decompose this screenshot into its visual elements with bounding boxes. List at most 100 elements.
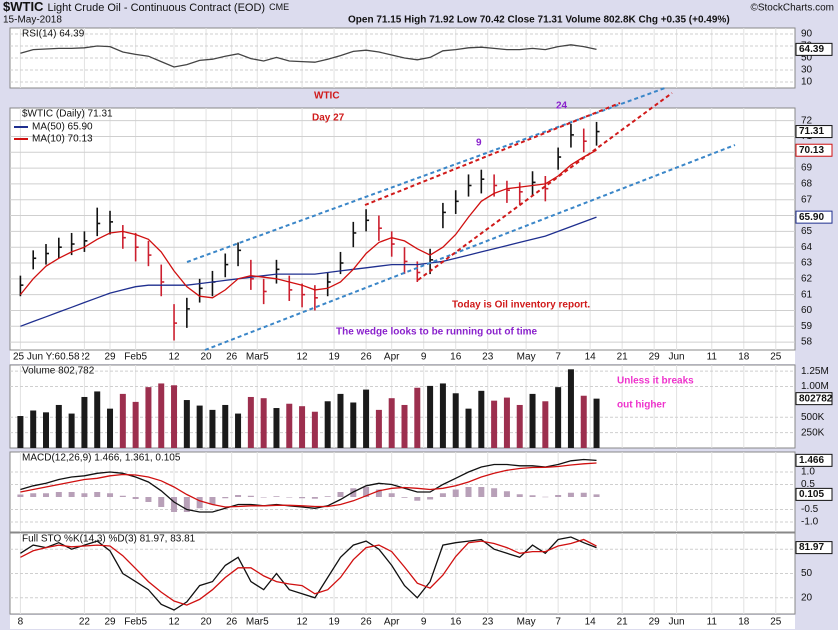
value-box (795, 143, 833, 157)
legend-entry: MA(10) 70.13 (32, 134, 93, 145)
x-tick-label: 23 (482, 352, 494, 363)
histogram-bar (81, 493, 88, 497)
value-box-label: 0.105 (799, 489, 824, 500)
y-tick-label: 63 (801, 258, 813, 269)
volume-bar (158, 383, 165, 448)
x-tick-label: 7 (555, 352, 561, 363)
volume-bar (222, 404, 229, 448)
x-tick-label: 12 (168, 617, 180, 628)
y-tick-label: 20 (801, 592, 813, 603)
volume-bar (247, 396, 254, 448)
histogram-bar (158, 497, 165, 507)
x-tick-label: 22 (79, 617, 91, 628)
histogram-bar (43, 493, 50, 497)
value-box (795, 392, 833, 406)
y-tick-label: 10 (801, 77, 813, 88)
annotation: Today is Oil inventory report. (452, 300, 590, 311)
volume-bar (491, 400, 498, 448)
histogram-bar (414, 497, 421, 501)
wedge-lower (417, 92, 673, 281)
credit: ©StockCharts.com (750, 3, 834, 14)
histogram-bar (17, 494, 24, 497)
value-box-label: 70.13 (799, 145, 824, 156)
x-tick-label: Mar5 (246, 617, 269, 628)
x-tick-label: 20 (200, 617, 212, 628)
histogram-bar (286, 497, 293, 498)
annotation: 24 (556, 101, 568, 112)
volume-bar (465, 408, 472, 448)
volume-bar (119, 393, 126, 448)
x-tick-label: Apr (384, 617, 400, 628)
histogram-bar (68, 492, 75, 497)
x-tick-label: 23 (482, 617, 494, 628)
x-tick-label: 11 (707, 352, 718, 363)
histogram-bar (183, 497, 190, 512)
volume-bar (68, 413, 75, 448)
volume-bar (542, 401, 549, 448)
volume-bar (55, 404, 62, 448)
y-tick-label: 62 (801, 273, 813, 284)
histogram-bar (555, 495, 562, 497)
trendlines (186, 87, 736, 351)
value-box (795, 453, 833, 467)
histogram-bar (439, 493, 446, 497)
volume-bar (273, 408, 280, 448)
quote: Open 71.15 High 71.92 Low 70.42 Close 71… (348, 15, 730, 26)
y-tick-label: 1.25M (801, 366, 829, 377)
x-tick-label: 19 (329, 352, 341, 363)
volume-bar (94, 391, 101, 448)
volume-bar (132, 401, 139, 448)
x-tick-label: 16 (450, 617, 462, 628)
histogram-bar (478, 487, 485, 497)
symbol: $WTIC (3, 0, 44, 14)
histogram-bar (401, 497, 408, 498)
x-tick-label: 26 (226, 617, 238, 628)
volume-bar (171, 385, 178, 448)
histogram-bar (235, 495, 242, 497)
histogram-bar (196, 497, 203, 509)
volume-bar (414, 387, 421, 448)
volume-bar (81, 396, 88, 448)
exchange: CME (269, 2, 289, 12)
annotation: Day 27 (312, 113, 345, 124)
volume-bar (311, 411, 318, 448)
y-tick-label: 65 (801, 226, 813, 237)
x-tick-label: May (517, 352, 536, 363)
volume-bar (427, 385, 434, 448)
histogram-bar (209, 497, 216, 505)
x-tick-label: 26 (361, 352, 373, 363)
x-tick-label: May (517, 617, 536, 628)
y-tick-label: 59 (801, 321, 813, 332)
value-box-label: 802782 (799, 393, 833, 404)
histogram-bar (567, 492, 574, 497)
histogram-bar (247, 495, 254, 497)
histogram-bar (503, 491, 510, 497)
histogram-bar (273, 496, 280, 497)
x-tick-label: 11 (707, 617, 718, 628)
x-tick-label: 29 (104, 617, 116, 628)
x-tick-label: Apr (384, 352, 400, 363)
volume-bar (388, 398, 395, 448)
volume-bar (503, 397, 510, 448)
volume-bar (337, 393, 344, 448)
x-tick-label: 29 (104, 352, 116, 363)
histogram-bar (324, 496, 331, 497)
histogram-bar (337, 492, 344, 497)
histogram-bar (222, 497, 229, 499)
histogram-bar (465, 487, 472, 497)
value-box-label: 64.39 (799, 44, 824, 55)
x-tick-label: 21 (617, 617, 629, 628)
x-tick-label: 14 (585, 352, 597, 363)
histogram-bar (299, 497, 306, 499)
y-tick-label: 30 (801, 65, 813, 76)
y-tick-label: 50 (801, 53, 813, 64)
scroll-note: 25 Jun Y:60.58 (13, 352, 80, 363)
histogram-bar (452, 489, 459, 497)
y-tick-label: 1.0 (801, 467, 815, 478)
value-box-label: 81.97 (799, 542, 824, 553)
x-tick-label: 19 (329, 617, 341, 628)
volume-bar (324, 401, 331, 448)
histogram-bar (311, 497, 318, 499)
value-box (795, 541, 833, 555)
